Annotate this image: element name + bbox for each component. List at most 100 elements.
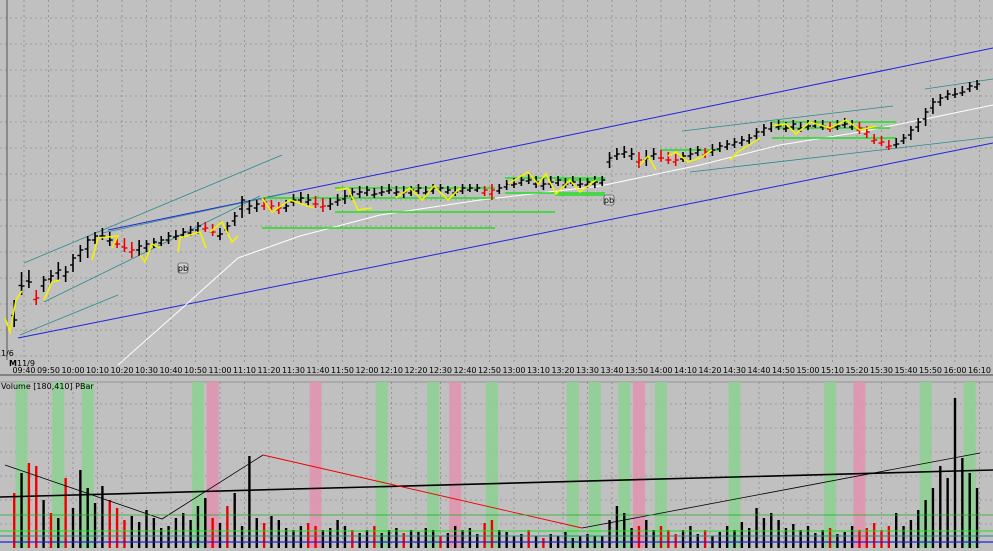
x-tick-label: 10:20 (110, 366, 133, 375)
period-marker: M (9, 359, 17, 368)
x-tick-label: 12:20 (404, 366, 427, 375)
trendline-teal (19, 294, 119, 336)
volume-swing-line (581, 452, 981, 529)
volume-shade-column (655, 382, 667, 548)
swing-line (209, 220, 239, 244)
x-axis-ticks: 09:40 09:50 10:00 10:10 10:20 10:30 10:40 10:50… (12, 366, 991, 375)
price-bar (121, 238, 128, 252)
price-bar (371, 188, 378, 198)
price-bar (55, 262, 62, 280)
price-bar (760, 124, 767, 136)
volume-shading-layer (15, 382, 976, 548)
swing-line (395, 184, 461, 202)
trendline-teal (101, 192, 289, 234)
x-tick-label: 12:50 (478, 366, 501, 375)
trendline-layer (17, 47, 993, 366)
price-bar (319, 198, 326, 212)
x-tick-label: 15:10 (821, 366, 844, 375)
price-bar (466, 184, 473, 192)
x-tick-label: 14:20 (698, 366, 721, 375)
price-bar (217, 228, 223, 240)
x-tick-label: 10:10 (86, 366, 109, 375)
price-bar (694, 146, 701, 156)
price-bar (922, 108, 929, 126)
price-bar (540, 178, 547, 190)
price-bar (253, 200, 260, 212)
pb-marker-box (603, 194, 615, 206)
price-bar (128, 242, 135, 258)
price-bar (974, 80, 981, 90)
price-bar (672, 154, 679, 166)
price-bar (900, 134, 907, 144)
swing-line (667, 149, 713, 163)
volume-bars-layer (0, 398, 993, 548)
price-bar (488, 184, 495, 200)
price-bar (474, 184, 481, 192)
price-bar (893, 138, 900, 148)
x-tick-label: 11:10 (233, 366, 256, 375)
price-bar (47, 270, 54, 284)
swing-line (729, 137, 761, 161)
price-bar (665, 152, 672, 164)
x-tick-label: 14:40 (747, 366, 770, 375)
price-bar (952, 88, 958, 98)
trendline-teal (681, 105, 894, 132)
price-bar (907, 126, 914, 140)
x-tick-label: 14:00 (649, 366, 672, 375)
pb-marker: pb (603, 194, 615, 206)
volume-shade-column (309, 382, 322, 548)
volume-shade-column (824, 382, 837, 548)
pb-marker-layer: pb pb (177, 194, 615, 274)
price-bar (290, 194, 297, 206)
x-tick-label: 15:50 (919, 366, 942, 375)
price-bar (202, 222, 209, 232)
volume-panel-label: Volume [180,410] PBar (1, 382, 94, 391)
price-bar (687, 148, 694, 160)
volume-shade-column (588, 382, 601, 548)
price-bar (459, 184, 466, 194)
price-bar (386, 184, 393, 194)
x-tick-label: 11:00 (208, 366, 231, 375)
price-bar (841, 118, 848, 128)
x-tick-label: 12:00 (355, 366, 378, 375)
price-bar (364, 186, 370, 196)
x-tick-label: 12:10 (380, 366, 403, 375)
swing-line (43, 279, 61, 301)
volume-swing-line (4, 454, 264, 520)
volume-shade-column (15, 382, 28, 548)
x-tick-label: 15:40 (894, 366, 917, 375)
x-tick-label: 16:10 (968, 366, 991, 375)
price-bar (84, 236, 91, 258)
trendline-teal (924, 78, 993, 90)
price-bar (878, 136, 885, 146)
volume-shade-column (375, 382, 388, 548)
trendline-teal (23, 154, 283, 264)
price-bar (334, 194, 341, 206)
price-bar (621, 146, 628, 158)
price-bar (716, 142, 723, 152)
swing-line (4, 290, 23, 336)
price-bar (915, 118, 922, 132)
price-bar (62, 266, 69, 282)
x-tick-label: 15:20 (845, 366, 868, 375)
swing-lines-layer (4, 119, 877, 336)
price-bar (635, 152, 642, 168)
price-bar (25, 270, 32, 288)
price-bar (937, 94, 944, 106)
x-tick-label: 13:40 (600, 366, 623, 375)
volume-shade-column (206, 382, 219, 548)
channel-lower-line (17, 142, 993, 339)
x-tick-label: 10:00 (61, 366, 84, 375)
price-bar (496, 184, 503, 194)
price-bar (738, 136, 745, 146)
price-bar (393, 186, 400, 196)
price-bar (70, 254, 76, 272)
x-tick-label: 16:00 (943, 366, 966, 375)
price-bar (790, 120, 797, 130)
price-bar (172, 230, 179, 240)
price-bar (555, 176, 562, 186)
price-bar (724, 140, 731, 150)
price-bar (165, 232, 172, 244)
price-bar (577, 178, 584, 188)
price-bar (378, 186, 385, 196)
